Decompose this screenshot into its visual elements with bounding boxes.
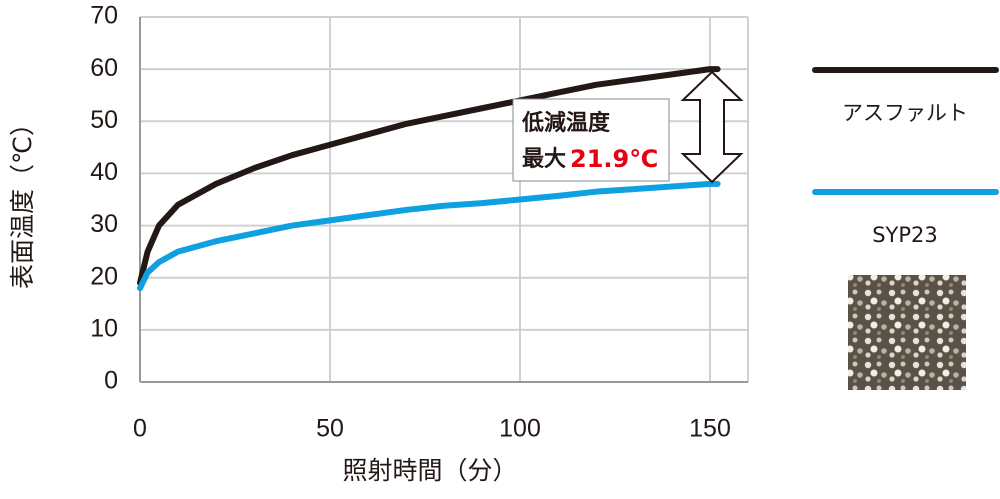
y-tick-label: 10 [90,314,118,342]
y-tick-label: 0 [104,367,118,395]
y-tick-label: 70 [90,2,118,30]
annotation: 最大 [522,147,566,172]
legend-label: SYP23 [872,223,938,247]
y-tick-label: 20 [90,262,118,290]
x-axis-label: 照射時間（分） [342,456,517,485]
x-tick-label: 0 [133,415,147,443]
y-tick-label: 30 [90,210,118,238]
x-tick-label: 150 [689,415,731,443]
y-tick-label: 50 [90,106,118,134]
plot-area: 0 10 20 30 40 50 60 70 0 50 100 150 [90,2,749,443]
annotation-value: 21.9℃ [570,145,658,173]
y-tick-label: 40 [90,158,118,186]
annotation: 低減温度 [521,110,611,136]
y-axis-label: 表面温度（℃） [8,111,37,289]
x-tick-label: 100 [499,415,541,443]
difference-arrow [680,70,744,184]
y-tick-label: 60 [90,54,118,82]
sample-image [848,275,966,390]
x-tick-label: 50 [316,415,344,443]
annotation-box [512,98,670,182]
series-line [137,66,721,286]
legend-label: アスファルト [842,101,968,125]
series-line [137,180,721,292]
